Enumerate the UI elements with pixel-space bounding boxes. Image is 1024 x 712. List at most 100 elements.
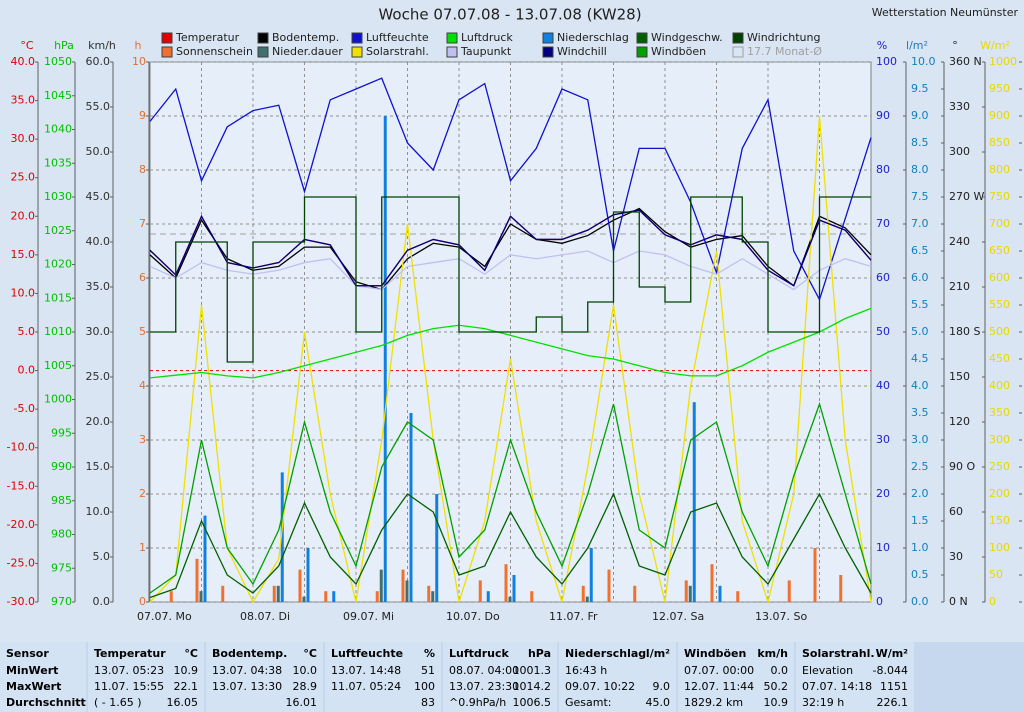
legend-label: Windrichtung: [747, 31, 820, 44]
bar: [581, 585, 585, 602]
y-tick-label: 15.0: [11, 248, 36, 261]
y-tick-label: 985: [51, 494, 72, 507]
y-tick-label: 9.0: [911, 109, 929, 122]
y-tick-label: 2.0: [911, 487, 929, 500]
y-tick-label: 90: [876, 109, 890, 122]
y-tick-label: 55.0: [86, 100, 111, 113]
column-header: Solarstrahl.: [802, 647, 875, 660]
bar: [718, 585, 722, 602]
bar: [272, 585, 276, 602]
y-tick-label: 0.0: [911, 595, 929, 608]
cell-value: 1001.3: [512, 664, 552, 677]
y-tick-label: -10.0: [7, 441, 35, 454]
legend-label: Temperatur: [175, 31, 240, 44]
y-tick-label: 50.0: [86, 145, 111, 158]
legend-swatch: [446, 32, 458, 44]
y-tick-label: 150: [989, 514, 1010, 527]
legend-swatch: [636, 32, 648, 44]
y-tick-label: 1040: [44, 123, 72, 136]
axis-unit: hPa: [54, 39, 74, 52]
y-tick-label: 45.0: [86, 190, 111, 203]
y-tick-label: 300: [949, 145, 970, 158]
legend-label: Nieder.dauer: [272, 45, 343, 58]
y-tick-label: 350: [989, 406, 1010, 419]
y-tick-label: -20.0: [7, 518, 35, 531]
legend-swatch: [636, 46, 648, 58]
bar: [508, 596, 512, 602]
y-tick-label: 7.5: [911, 190, 929, 203]
y-tick-label: 120: [949, 415, 970, 428]
y-tick-label: -25.0: [7, 556, 35, 569]
axis-unit: °C: [20, 39, 34, 52]
y-tick-label: 650: [989, 244, 1010, 257]
cell-text: 32:19 h: [802, 696, 845, 709]
x-tick-label: 12.07. Sa: [652, 610, 704, 623]
cell-value: 9.0: [652, 680, 671, 693]
cell-value: 28.9: [292, 680, 318, 693]
line: [149, 401, 872, 594]
bar: [203, 515, 207, 602]
y-tick-label: 30: [949, 550, 963, 563]
axis-unit: l/m²: [906, 39, 928, 52]
y-tick-label: 3.0: [911, 433, 929, 446]
bar: [401, 569, 405, 602]
cell-text: 11.07. 15:55: [94, 680, 165, 693]
y-tick-label: 4.5: [911, 352, 929, 365]
y-tick-label: 1000: [44, 393, 72, 406]
bar: [839, 575, 843, 602]
row-label: MinWert: [6, 664, 59, 677]
y-tick-label: 20.0: [11, 209, 36, 222]
y-tick-label: 850: [989, 136, 1010, 149]
y-tick-label: 40.0: [11, 55, 36, 68]
y-tick-label: -30.0: [7, 595, 35, 608]
y-tick-label: 1010: [44, 325, 72, 338]
legend-swatch: [161, 32, 173, 44]
y-tick-label: 30.0: [86, 325, 111, 338]
y-tick-label: 2: [139, 487, 146, 500]
bar: [306, 548, 310, 602]
bar: [375, 591, 379, 602]
cell-text: 12.07. 11:44: [684, 680, 755, 693]
bar: [787, 580, 791, 602]
y-tick-label: 550: [989, 298, 1010, 311]
y-tick-label: 970: [51, 595, 72, 608]
legend-swatch: [161, 46, 173, 58]
cell-value: 45.0: [645, 696, 671, 709]
legend-swatch: [351, 46, 363, 58]
y-tick-label: 50: [876, 325, 890, 338]
y-tick-label: 30: [876, 433, 890, 446]
y-tick-label: 5.0: [18, 325, 36, 338]
y-tick-label: 90 O: [949, 460, 975, 473]
y-tick-label: 5.5: [911, 298, 929, 311]
y-tick-label: 60.0: [86, 55, 111, 68]
cell-value: 100: [414, 680, 435, 693]
bar: [405, 580, 409, 602]
x-tick-label: 13.07. So: [755, 610, 807, 623]
column-header: Luftdruck: [449, 647, 509, 660]
legend-label: Windböen: [651, 45, 706, 58]
bar: [478, 580, 482, 602]
y-tick-label: 9.5: [911, 82, 929, 95]
y-tick-label: 5: [139, 325, 146, 338]
column-unit: l/m²: [645, 647, 670, 660]
y-tick-label: 10.0: [911, 55, 936, 68]
cell-value: 0.0: [770, 664, 789, 677]
y-tick-label: 5.0: [911, 325, 929, 338]
axis-unit: h: [135, 39, 142, 52]
y-tick-label: 40.0: [86, 235, 111, 248]
y-tick-label: 3: [139, 433, 146, 446]
y-tick-label: 20: [876, 487, 890, 500]
axis-unit: °: [952, 39, 958, 52]
y-tick-label: 10.0: [11, 286, 36, 299]
column-unit: km/h: [757, 647, 788, 660]
stats-table: Sensor MinWert MaxWert Durchschnitt Temperat…: [0, 642, 1024, 712]
y-tick-label: 600: [989, 271, 1010, 284]
legend-swatch: [257, 32, 269, 44]
bar: [710, 564, 714, 602]
axis-unit: %: [877, 39, 887, 52]
bar: [195, 558, 199, 602]
line: [149, 307, 872, 379]
stats-column: Solarstrahl. W/m² Elevation -8.044 07.07. 14…: [796, 642, 914, 712]
cell-value: 16.01: [285, 696, 318, 709]
y-tick-label: 100: [876, 55, 897, 68]
